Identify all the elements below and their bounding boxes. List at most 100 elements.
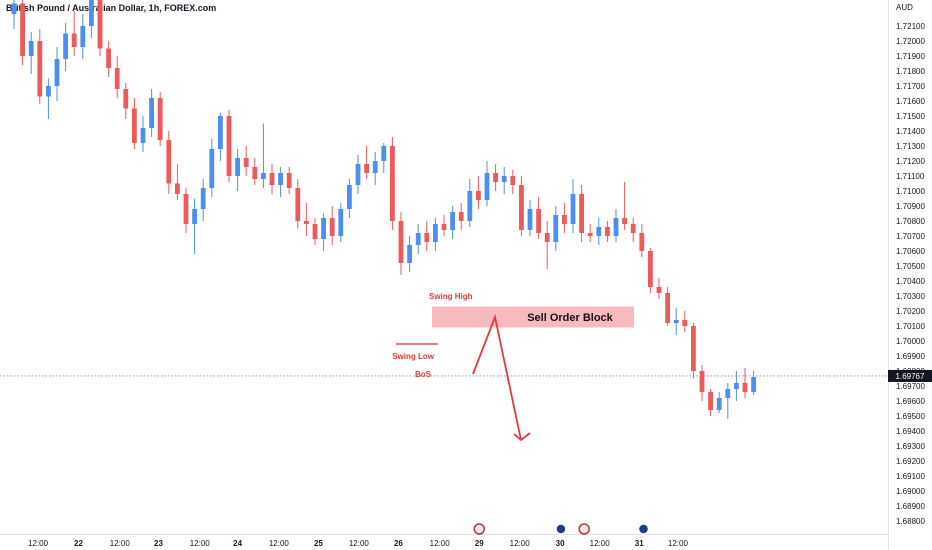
- time-tick-label: 26: [394, 539, 403, 548]
- price-tick-label: 1.71100: [896, 172, 925, 181]
- candle-body: [699, 371, 705, 392]
- time-tick-label: 30: [556, 539, 565, 548]
- candle-body: [97, 0, 103, 49]
- time-tick-label: 23: [154, 539, 163, 548]
- price-tick-label: 1.70800: [896, 217, 925, 226]
- candle-body: [54, 59, 60, 86]
- candle-body: [656, 287, 662, 293]
- candle-body: [243, 158, 249, 167]
- price-tick-label: 1.71800: [896, 67, 925, 76]
- candle-body: [501, 176, 507, 182]
- price-tick-label: 1.71400: [896, 127, 925, 136]
- time-axis-separator: [0, 534, 888, 535]
- price-tick-label: 1.69200: [896, 457, 925, 466]
- time-tick-label: 29: [475, 539, 484, 548]
- candle-body: [536, 209, 541, 233]
- candle-body: [329, 218, 335, 236]
- price-tick-label: 1.70900: [896, 202, 925, 211]
- sell-order-block-zone: [432, 306, 634, 328]
- price-tick-label: 1.71900: [896, 52, 925, 61]
- candle-body: [157, 98, 163, 140]
- price-tick-label: 1.71700: [896, 82, 925, 91]
- candle-body: [544, 233, 550, 242]
- candle-body: [89, 0, 94, 26]
- candle-body: [527, 209, 533, 230]
- candle-body: [390, 146, 395, 221]
- price-tick-label: 1.71600: [896, 97, 925, 106]
- candle-body: [691, 326, 696, 371]
- sell-order-block-label: Sell Order Block: [527, 312, 613, 324]
- candle-body: [665, 293, 670, 323]
- candle-body: [476, 191, 481, 200]
- candle-body: [166, 140, 172, 184]
- candle-body: [622, 218, 627, 224]
- candle-body: [269, 173, 275, 185]
- projection-arrow-path: [472, 313, 522, 441]
- candle-body: [734, 383, 739, 389]
- candle-body: [235, 158, 240, 176]
- time-tick-label: 12:00: [349, 539, 370, 548]
- price-tick-label: 1.69000: [896, 487, 925, 496]
- candle-body: [381, 146, 387, 161]
- candle-body: [510, 176, 516, 185]
- swing-low-label: Swing Low: [392, 352, 435, 361]
- price-tick-label: 1.69500: [896, 412, 925, 421]
- candle-body: [304, 221, 309, 224]
- candle-body: [570, 194, 576, 224]
- candle-body: [209, 149, 215, 188]
- candle-body: [605, 227, 610, 236]
- swing-high-label: Swing High: [429, 292, 473, 301]
- price-tick-label: 1.71200: [896, 157, 925, 166]
- candle-body: [200, 188, 206, 209]
- candle-body: [175, 183, 180, 194]
- time-tick-label: 31: [635, 539, 644, 548]
- price-tick-label: 1.72100: [896, 22, 925, 31]
- candle-body: [46, 86, 51, 97]
- current-price-tag: [888, 369, 932, 382]
- candle-body: [562, 215, 567, 224]
- au-flag-icon[interactable]: [555, 523, 567, 535]
- candle-body: [441, 224, 447, 230]
- candle-body: [648, 251, 653, 287]
- candle-body: [114, 68, 120, 89]
- gb-flag-icon[interactable]: [578, 523, 590, 535]
- time-tick-label: 12:00: [190, 539, 211, 548]
- candle-body: [751, 377, 756, 392]
- price-tick-label: 1.70200: [896, 307, 925, 316]
- candle-body: [450, 212, 455, 230]
- candle-body: [493, 173, 498, 182]
- candle-body: [613, 218, 619, 236]
- candle-body: [596, 227, 602, 236]
- candle-body: [295, 188, 301, 221]
- candle-body: [433, 224, 438, 242]
- candle-body: [467, 191, 473, 221]
- time-tick-label: 12:00: [110, 539, 131, 548]
- candle-body: [132, 108, 137, 143]
- candle-body: [192, 209, 197, 224]
- candle-body: [716, 398, 722, 410]
- time-tick-label: 12:00: [430, 539, 451, 548]
- candle-body: [519, 185, 524, 230]
- price-tick-label: 1.68900: [896, 502, 925, 511]
- candle-body: [355, 164, 361, 185]
- time-tick-label: 12:00: [590, 539, 611, 548]
- candle-body: [252, 167, 258, 179]
- candle-body: [20, 3, 25, 56]
- gb-flag-icon[interactable]: [473, 523, 486, 535]
- price-tick-label: 1.72000: [896, 37, 925, 46]
- current-price-label: 1.69767: [896, 372, 925, 381]
- candle-body: [458, 212, 464, 221]
- currency-label: AUD: [896, 3, 913, 12]
- candle-body: [37, 41, 43, 97]
- candle-body: [587, 233, 593, 236]
- candle-body: [312, 224, 318, 239]
- price-tick-label: 1.69700: [896, 382, 925, 391]
- candle-body: [364, 164, 369, 173]
- time-tick-label: 12:00: [668, 539, 689, 548]
- candle-body: [218, 116, 223, 149]
- price-tick-label: 1.69100: [896, 472, 925, 481]
- chart-title: British Pound / Australian Dollar, 1h, F…: [6, 3, 217, 13]
- candle-body: [682, 320, 688, 326]
- au-flag-icon[interactable]: [637, 523, 650, 535]
